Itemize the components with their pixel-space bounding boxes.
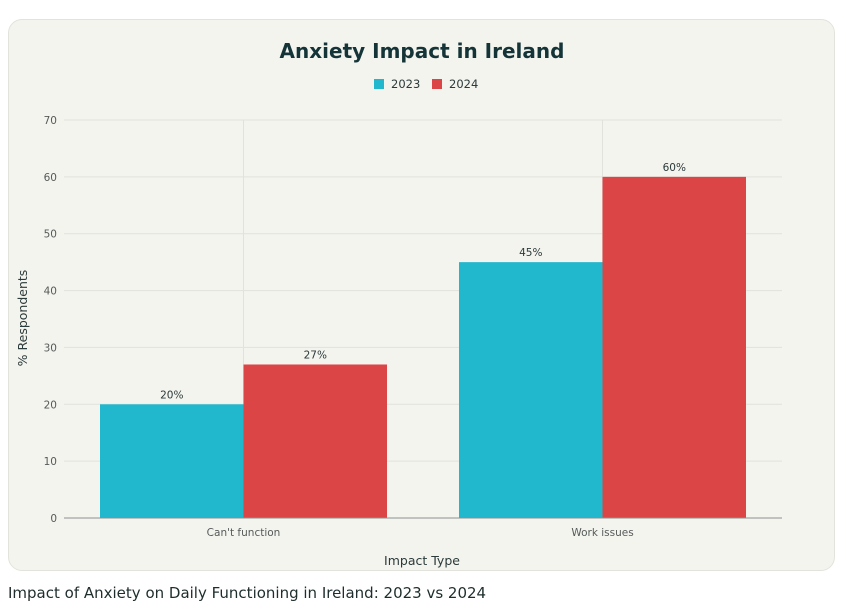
bars xyxy=(100,176,746,518)
figure-caption: Impact of Anxiety on Daily Functioning i… xyxy=(8,584,487,602)
chart-card: Anxiety Impact in Ireland 2023 2024 0 10 20… xyxy=(8,19,835,571)
y-tick-label: 10 xyxy=(44,456,57,468)
chart-title: Anxiety Impact in Ireland xyxy=(280,39,565,63)
x-tick-label: Can't function xyxy=(207,527,281,539)
legend[interactable]: 2023 2024 xyxy=(374,77,478,91)
legend-swatch xyxy=(432,79,442,89)
y-tick-label: 30 xyxy=(44,342,57,354)
y-tick-label: 60 xyxy=(44,172,57,184)
x-axis-ticks: Can't function Work issues xyxy=(207,527,634,539)
y-axis-ticks: 0 10 20 30 40 50 60 70 xyxy=(44,115,57,525)
data-labels: 20% 45% 27% 60% xyxy=(160,162,686,401)
y-tick-label: 0 xyxy=(50,513,57,525)
y-axis-title: % Respondents xyxy=(15,270,30,367)
data-label: 27% xyxy=(304,349,327,361)
x-tick-label: Work issues xyxy=(571,527,633,539)
bar-chart: Anxiety Impact in Ireland 2023 2024 0 10 20… xyxy=(15,39,782,568)
y-tick-label: 40 xyxy=(44,286,57,298)
bar-2024-0 xyxy=(243,364,387,518)
bar-2023-1 xyxy=(459,262,603,518)
bar-2023-0 xyxy=(100,404,244,518)
legend-label: 2024 xyxy=(449,77,478,91)
data-label: 45% xyxy=(519,247,542,259)
legend-swatch xyxy=(374,79,384,89)
bar-2024-1 xyxy=(602,176,746,518)
y-tick-label: 70 xyxy=(44,115,57,127)
data-label: 20% xyxy=(160,389,183,401)
y-tick-label: 50 xyxy=(44,229,57,241)
legend-label: 2023 xyxy=(391,77,420,91)
data-label: 60% xyxy=(663,162,686,174)
x-axis-title: Impact Type xyxy=(384,553,460,568)
legend-item-2024[interactable]: 2024 xyxy=(432,77,478,91)
legend-item-2023[interactable]: 2023 xyxy=(374,77,420,91)
y-tick-label: 20 xyxy=(44,399,57,411)
